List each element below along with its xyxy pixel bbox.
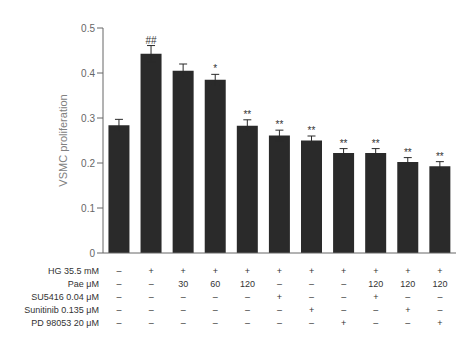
svg-text:–: – bbox=[213, 318, 218, 328]
svg-text:–: – bbox=[117, 318, 122, 328]
svg-text:120: 120 bbox=[400, 279, 415, 289]
svg-text:–: – bbox=[277, 279, 282, 289]
svg-text:–: – bbox=[117, 266, 122, 276]
svg-text:**: ** bbox=[308, 125, 316, 136]
svg-text:–: – bbox=[405, 292, 410, 302]
svg-text:Sunitinib 0.135 μM: Sunitinib 0.135 μM bbox=[24, 305, 99, 315]
svg-text:–: – bbox=[149, 279, 154, 289]
svg-text:PD 98053 20 μM: PD 98053 20 μM bbox=[31, 318, 99, 328]
svg-text:–: – bbox=[341, 292, 346, 302]
svg-text:+: + bbox=[309, 305, 314, 315]
svg-text:–: – bbox=[149, 305, 154, 315]
svg-text:**: ** bbox=[404, 147, 412, 158]
svg-text:VSMC proliferation: VSMC proliferation bbox=[57, 94, 69, 186]
svg-text:–: – bbox=[117, 292, 122, 302]
svg-text:–: – bbox=[437, 305, 442, 315]
svg-text:–: – bbox=[245, 292, 250, 302]
svg-text:*: * bbox=[213, 63, 217, 74]
svg-text:–: – bbox=[213, 305, 218, 315]
svg-text:+: + bbox=[373, 292, 378, 302]
svg-text:60: 60 bbox=[210, 279, 220, 289]
svg-text:–: – bbox=[373, 318, 378, 328]
svg-text:–: – bbox=[373, 305, 378, 315]
svg-text:+: + bbox=[437, 318, 442, 328]
svg-text:0.3: 0.3 bbox=[81, 113, 95, 124]
svg-text:–: – bbox=[245, 318, 250, 328]
svg-text:–: – bbox=[181, 292, 186, 302]
svg-text:–: – bbox=[245, 305, 250, 315]
svg-text:–: – bbox=[437, 292, 442, 302]
svg-text:**: ** bbox=[436, 151, 444, 162]
svg-text:120: 120 bbox=[432, 279, 447, 289]
svg-text:+: + bbox=[277, 292, 282, 302]
svg-text:+: + bbox=[405, 266, 410, 276]
svg-text:–: – bbox=[149, 318, 154, 328]
svg-text:–: – bbox=[341, 279, 346, 289]
svg-text:+: + bbox=[181, 266, 186, 276]
svg-text:0.5: 0.5 bbox=[81, 23, 95, 34]
svg-text:+: + bbox=[277, 266, 282, 276]
svg-text:–: – bbox=[213, 292, 218, 302]
svg-text:–: – bbox=[277, 305, 282, 315]
svg-text:–: – bbox=[181, 318, 186, 328]
svg-text:–: – bbox=[309, 292, 314, 302]
svg-text:+: + bbox=[149, 266, 154, 276]
svg-text:+: + bbox=[341, 318, 346, 328]
svg-text:–: – bbox=[149, 292, 154, 302]
svg-text:–: – bbox=[117, 305, 122, 315]
svg-text:120: 120 bbox=[240, 279, 255, 289]
svg-text:–: – bbox=[405, 318, 410, 328]
svg-text:–: – bbox=[341, 305, 346, 315]
svg-text:0.4: 0.4 bbox=[81, 68, 95, 79]
svg-text:120: 120 bbox=[368, 279, 383, 289]
svg-text:0: 0 bbox=[89, 248, 95, 259]
svg-text:–: – bbox=[309, 279, 314, 289]
svg-text:**: ** bbox=[340, 138, 348, 149]
svg-text:**: ** bbox=[276, 119, 284, 130]
svg-text:**: ** bbox=[243, 109, 251, 120]
svg-text:**: ** bbox=[372, 138, 380, 149]
svg-text:##: ## bbox=[145, 35, 157, 46]
svg-text:+: + bbox=[405, 305, 410, 315]
svg-text:+: + bbox=[341, 266, 346, 276]
svg-text:–: – bbox=[181, 305, 186, 315]
svg-text:0.1: 0.1 bbox=[81, 203, 95, 214]
svg-text:+: + bbox=[245, 266, 250, 276]
svg-text:+: + bbox=[437, 266, 442, 276]
svg-text:+: + bbox=[373, 266, 378, 276]
svg-text:0.2: 0.2 bbox=[81, 158, 95, 169]
svg-text:+: + bbox=[213, 266, 218, 276]
svg-text:HG 35.5 mM: HG 35.5 mM bbox=[48, 266, 99, 276]
svg-text:–: – bbox=[309, 318, 314, 328]
svg-text:–: – bbox=[277, 318, 282, 328]
svg-text:–: – bbox=[117, 279, 122, 289]
svg-text:Pae μM: Pae μM bbox=[68, 279, 99, 289]
svg-text:+: + bbox=[309, 266, 314, 276]
svg-text:30: 30 bbox=[178, 279, 188, 289]
svg-text:SU5416 0.04 μM: SU5416 0.04 μM bbox=[31, 292, 99, 302]
